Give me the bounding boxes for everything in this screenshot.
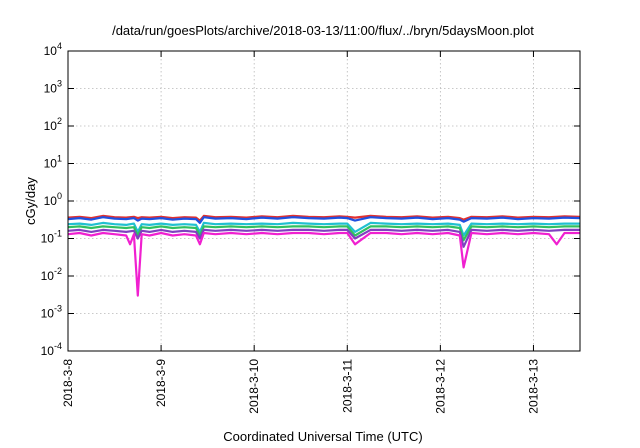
y-tick-label: 10-4	[41, 341, 62, 358]
x-tick-label: 2018-3-11	[340, 359, 354, 413]
series-group	[67, 214, 581, 297]
ticks	[67, 50, 580, 352]
x-tick-label: 2018-3-8	[61, 359, 75, 407]
y-tick-label: 101	[44, 154, 62, 171]
grid	[68, 51, 580, 351]
chart-title: /data/run/goesPlots/archive/2018-03-13/1…	[112, 23, 534, 38]
series-line-5	[67, 228, 580, 248]
y-tick-label: 103	[44, 79, 62, 96]
x-tick-label: 2018-3-9	[154, 359, 168, 407]
series-line-3	[67, 221, 580, 237]
x-tick-label: 2018-3-13	[526, 359, 540, 414]
y-tick-labels: 10-4 10-3 10-2 10-1 100 101 102 103 104	[41, 41, 62, 358]
y-tick-label: 100	[44, 191, 62, 208]
series-line-1	[67, 214, 581, 222]
series-line-6	[67, 231, 580, 297]
series-line-4	[67, 225, 580, 242]
x-axis-label: Coordinated Universal Time (UTC)	[223, 429, 422, 444]
x-tick-label: 2018-3-12	[433, 359, 447, 414]
y-tick-label: 104	[44, 41, 62, 58]
y-tick-label: 10-3	[41, 304, 62, 321]
y-tick-label: 10-2	[41, 266, 62, 283]
y-tick-label: 10-1	[41, 229, 62, 246]
x-tick-label: 2018-3-10	[247, 359, 261, 414]
y-axis-label: cGy/day	[23, 177, 38, 225]
series-line-2	[67, 216, 581, 224]
y-tick-label: 102	[44, 116, 62, 133]
x-tick-labels: 2018-3-8 2018-3-9 2018-3-10 2018-3-11 2018-3…	[61, 359, 540, 414]
